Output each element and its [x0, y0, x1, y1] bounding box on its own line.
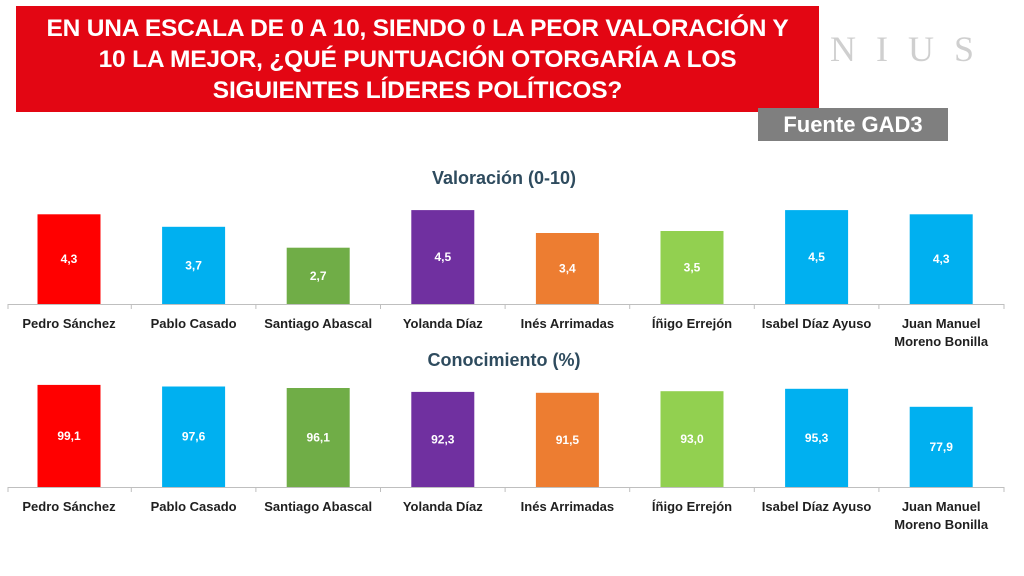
conocimiento-category-label-juan-manuel-moreno-bonilla-line-2: Moreno Bonilla: [894, 517, 989, 532]
conocimiento-category-label-isabel-diaz-ayuso: Isabel Díaz Ayuso: [762, 499, 872, 514]
valoracion-bar-isabel-diaz-ayuso: [785, 210, 849, 304]
valoracion-value-label-inigo-errejon: 3,5: [684, 261, 701, 275]
valoracion-chart: Valoración (0-10) 4,3 Pedro Sánchez 3,7 Pabl…: [7, 168, 1005, 349]
source-badge: Fuente GAD3: [758, 108, 948, 141]
conocimiento-category-label-ines-arrimadas: Inés Arrimadas: [521, 499, 614, 514]
valoracion-chart-title: Valoración (0-10): [432, 168, 576, 188]
valoracion-category-label-pedro-sanchez: Pedro Sánchez: [22, 316, 116, 331]
valoracion-bar-pablo-casado: [162, 226, 226, 304]
conocimiento-bar-juan-manuel-moreno-bonilla: [909, 406, 973, 487]
conocimiento-bar-pablo-casado: [162, 386, 226, 487]
valoracion-bar-inigo-errejon: [660, 231, 724, 304]
valoracion-category-label-santiago-abascal: Santiago Abascal: [264, 316, 372, 331]
valoracion-category-label-yolanda-diaz: Yolanda Díaz: [403, 316, 483, 331]
conocimiento-category-label-pablo-casado: Pablo Casado: [151, 499, 237, 514]
conocimiento-category-label-pedro-sanchez: Pedro Sánchez: [22, 499, 116, 514]
conocimiento-value-label-pablo-casado: 97,6: [182, 430, 206, 444]
conocimiento-value-label-santiago-abascal: 96,1: [307, 431, 331, 445]
conocimiento-bar-isabel-diaz-ayuso: [785, 388, 849, 487]
conocimiento-bar-yolanda-diaz: [411, 391, 475, 487]
conocimiento-bar-pedro-sanchez: [37, 384, 101, 487]
conocimiento-bar-ines-arrimadas: [535, 392, 599, 487]
valoracion-value-label-pablo-casado: 3,7: [185, 258, 202, 272]
nius-watermark: NIUS: [830, 29, 995, 69]
valoracion-bar-santiago-abascal: [286, 247, 350, 304]
conocimiento-chart: Conocimiento (%) 99,1 Pedro Sánchez 97,6 Pab…: [7, 350, 1005, 532]
valoracion-category-label-ines-arrimadas: Inés Arrimadas: [521, 316, 614, 331]
valoracion-category-label-juan-manuel-moreno-bonilla-line-2: Moreno Bonilla: [894, 334, 989, 349]
valoracion-value-label-ines-arrimadas: 3,4: [559, 262, 576, 276]
valoracion-value-label-yolanda-diaz: 4,5: [434, 250, 451, 264]
valoracion-value-label-isabel-diaz-ayuso: 4,5: [808, 250, 825, 264]
question-title-line-3: SIGUIENTES LÍDERES POLÍTICOS?: [212, 76, 623, 104]
conocimiento-value-label-isabel-diaz-ayuso: 95,3: [805, 431, 829, 445]
conocimiento-chart-title: Conocimiento (%): [428, 350, 581, 370]
valoracion-category-label-pablo-casado: Pablo Casado: [151, 316, 237, 331]
conocimiento-category-label-yolanda-diaz: Yolanda Díaz: [403, 499, 483, 514]
conocimiento-value-label-inigo-errejon: 93,0: [680, 432, 704, 446]
valoracion-value-label-santiago-abascal: 2,7: [310, 269, 327, 283]
valoracion-category-label-inigo-errejon: Íñigo Errejón: [652, 316, 732, 331]
question-title-line-1: EN UNA ESCALA DE 0 A 10, SIENDO 0 LA PEO…: [46, 14, 789, 42]
question-title-box: EN UNA ESCALA DE 0 A 10, SIENDO 0 LA PEO…: [16, 6, 819, 112]
valoracion-bar-yolanda-diaz: [411, 210, 475, 304]
valoracion-value-label-juan-manuel-moreno-bonilla: 4,3: [933, 252, 950, 266]
conocimiento-value-label-yolanda-diaz: 92,3: [431, 433, 455, 447]
conocimiento-category-label-juan-manuel-moreno-bonilla-line-1: Juan Manuel: [902, 499, 981, 514]
conocimiento-value-label-ines-arrimadas: 91,5: [556, 433, 580, 447]
question-title-line-2: 10 LA MEJOR, ¿QUÉ PUNTUACIÓN OTORGARÍA A…: [98, 45, 737, 73]
conocimiento-category-label-inigo-errejon: Íñigo Errejón: [652, 499, 732, 514]
conocimiento-category-label-santiago-abascal: Santiago Abascal: [264, 499, 372, 514]
valoracion-bar-ines-arrimadas: [535, 233, 599, 304]
valoracion-bar-pedro-sanchez: [37, 214, 101, 304]
valoracion-bar-juan-manuel-moreno-bonilla: [909, 214, 973, 304]
valoracion-category-label-juan-manuel-moreno-bonilla-line-1: Juan Manuel: [902, 316, 981, 331]
conocimiento-bar-inigo-errejon: [660, 391, 724, 487]
conocimiento-bar-santiago-abascal: [286, 388, 350, 487]
conocimiento-value-label-juan-manuel-moreno-bonilla: 77,9: [930, 440, 954, 454]
valoracion-value-label-pedro-sanchez: 4,3: [61, 252, 78, 266]
valoracion-category-label-isabel-diaz-ayuso: Isabel Díaz Ayuso: [762, 316, 872, 331]
conocimiento-value-label-pedro-sanchez: 99,1: [57, 429, 81, 443]
